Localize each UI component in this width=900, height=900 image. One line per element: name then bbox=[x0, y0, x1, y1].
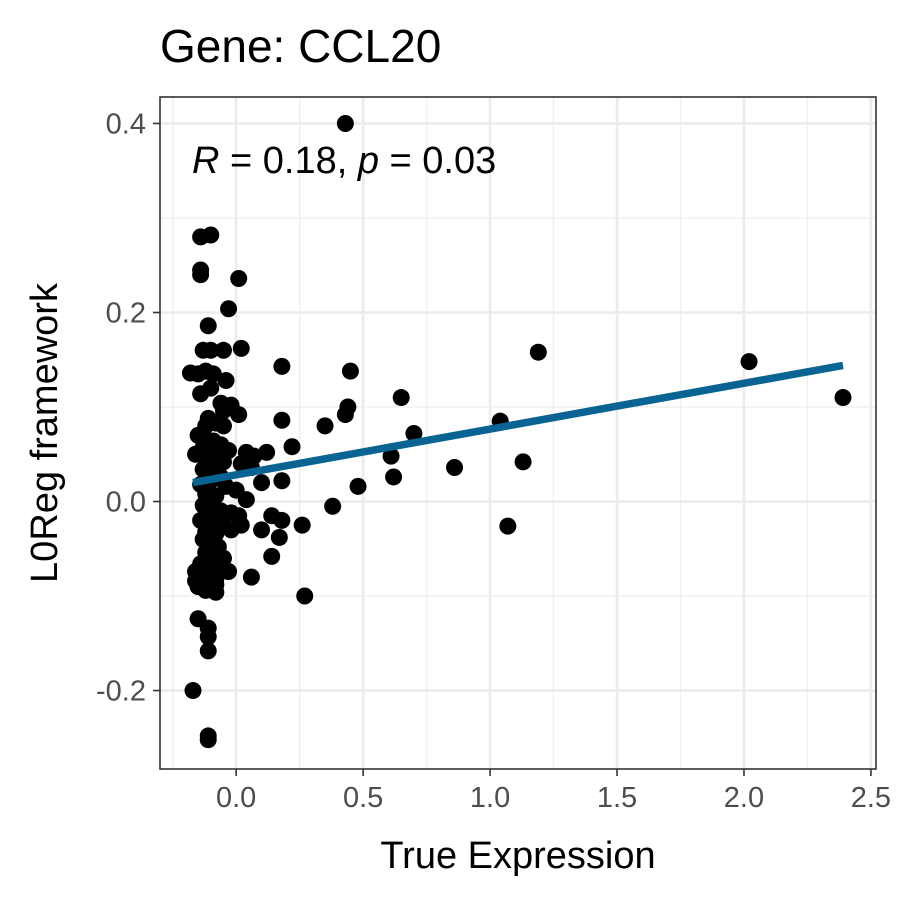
data-point bbox=[385, 468, 403, 486]
data-point bbox=[202, 226, 220, 244]
data-point bbox=[214, 402, 232, 420]
data-point bbox=[220, 562, 238, 580]
data-point bbox=[220, 300, 238, 318]
data-point bbox=[192, 266, 210, 284]
plot-panel bbox=[159, 96, 877, 770]
data-point bbox=[222, 521, 240, 539]
data-point bbox=[499, 517, 517, 535]
data-point bbox=[296, 587, 314, 605]
data-point bbox=[207, 583, 225, 601]
data-point bbox=[214, 417, 232, 435]
x-axis-label: True Expression bbox=[380, 835, 655, 877]
data-point bbox=[446, 458, 464, 476]
y-axis-ticks: -0.2 0.0 0.2 0.4 bbox=[96, 108, 160, 708]
y-tick-label: 0.2 bbox=[106, 297, 146, 329]
y-tick-label: -0.2 bbox=[96, 676, 146, 708]
data-point bbox=[324, 497, 342, 515]
y-tick-label: 0.4 bbox=[106, 108, 146, 140]
panel-border bbox=[159, 96, 877, 770]
p-symbol: p bbox=[357, 140, 379, 182]
r-symbol: R bbox=[192, 140, 219, 182]
x-tick-label: 1.5 bbox=[597, 782, 637, 814]
data-point bbox=[316, 417, 334, 435]
data-point bbox=[273, 511, 291, 529]
x-tick-label: 2.0 bbox=[724, 782, 764, 814]
data-point bbox=[273, 411, 291, 429]
data-point bbox=[270, 528, 288, 546]
data-point bbox=[514, 453, 532, 471]
data-point bbox=[336, 114, 354, 132]
data-points bbox=[181, 114, 852, 749]
data-point bbox=[214, 453, 232, 471]
data-point bbox=[336, 406, 354, 424]
data-point bbox=[242, 568, 260, 586]
data-point bbox=[217, 372, 235, 390]
regression-line-group bbox=[192, 361, 844, 487]
data-point bbox=[293, 516, 311, 534]
data-point bbox=[740, 353, 758, 371]
data-point bbox=[349, 477, 367, 495]
data-point bbox=[273, 357, 291, 375]
data-point bbox=[207, 487, 225, 505]
data-point bbox=[834, 389, 852, 407]
data-point bbox=[214, 341, 232, 359]
data-point bbox=[263, 547, 281, 565]
data-point bbox=[202, 341, 220, 359]
data-point bbox=[192, 385, 210, 403]
data-point bbox=[199, 731, 217, 749]
data-point bbox=[341, 362, 359, 380]
panel-background bbox=[160, 97, 876, 769]
data-point bbox=[283, 438, 301, 456]
data-point bbox=[204, 365, 222, 383]
data-point bbox=[392, 389, 410, 407]
correlation-annotation: R = 0.18, p = 0.03 bbox=[192, 140, 496, 182]
data-point bbox=[230, 269, 248, 287]
x-tick-label: 0.5 bbox=[343, 782, 383, 814]
data-point bbox=[230, 406, 248, 424]
x-tick-label: 0.0 bbox=[216, 782, 256, 814]
grid-minor bbox=[160, 97, 876, 769]
data-point bbox=[382, 447, 400, 465]
y-axis-label: L0Reg framework bbox=[24, 282, 66, 583]
data-point bbox=[405, 424, 423, 442]
data-point bbox=[199, 317, 217, 335]
chart-title: Gene: CCL20 bbox=[160, 20, 441, 72]
data-point bbox=[232, 339, 250, 357]
data-point bbox=[529, 343, 547, 361]
y-tick-label: 0.0 bbox=[106, 487, 146, 519]
x-tick-label: 2.5 bbox=[851, 782, 891, 814]
data-point bbox=[273, 472, 291, 490]
data-point bbox=[199, 628, 217, 646]
data-point bbox=[184, 682, 202, 700]
x-axis-ticks: 0.0 0.5 1.0 1.5 2.0 2.5 bbox=[216, 769, 891, 814]
p-value: = 0.03 bbox=[379, 140, 496, 182]
data-point bbox=[199, 642, 217, 660]
grid-major bbox=[160, 97, 876, 769]
data-point bbox=[253, 521, 271, 539]
x-tick-label: 1.0 bbox=[470, 782, 510, 814]
data-point bbox=[253, 474, 271, 492]
r-value: = 0.18, bbox=[219, 140, 357, 182]
regression-line bbox=[192, 361, 844, 487]
data-point bbox=[237, 491, 255, 509]
